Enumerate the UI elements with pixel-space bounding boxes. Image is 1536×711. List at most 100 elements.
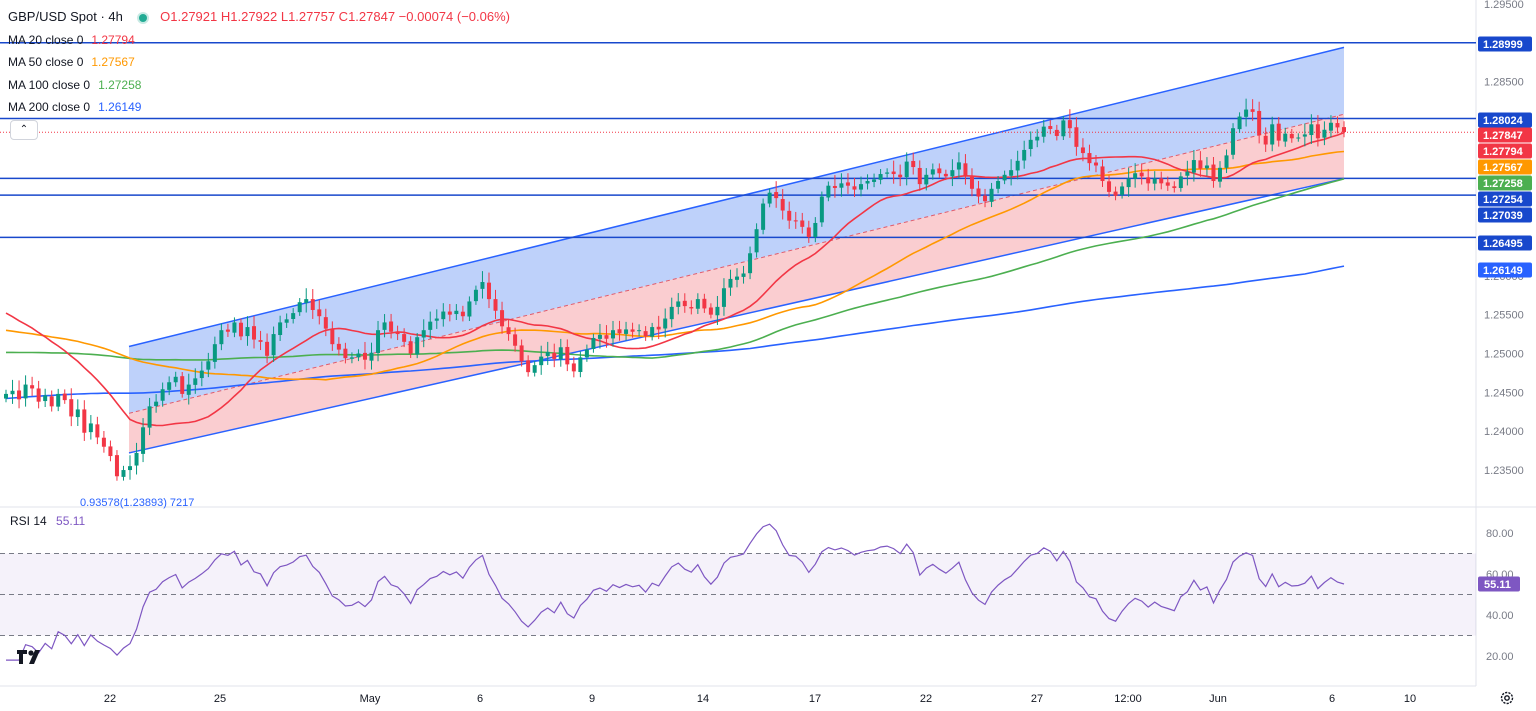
candle — [4, 389, 8, 403]
candle — [976, 180, 981, 204]
candle — [1165, 176, 1170, 191]
candle — [460, 305, 465, 322]
candle — [513, 327, 518, 352]
candle — [663, 308, 668, 338]
candle-body — [552, 352, 557, 359]
candle — [376, 320, 381, 362]
ma50-line — [5, 150, 1345, 381]
candle — [415, 332, 420, 359]
candle-body — [702, 298, 707, 309]
collapse-legend-button[interactable]: ⌃ — [10, 120, 38, 140]
candle-body — [917, 167, 922, 185]
candle — [859, 176, 864, 197]
price-label-text: 1.26149 — [1483, 265, 1523, 277]
candle — [310, 289, 315, 319]
candle-body — [473, 289, 478, 302]
candle-body — [454, 310, 459, 315]
candle — [219, 323, 224, 351]
candle — [421, 319, 426, 348]
price-label-text: 1.28999 — [1483, 39, 1523, 51]
candle — [787, 201, 792, 229]
candle-body — [1015, 160, 1020, 171]
price-label-level: 1.27254 — [1478, 191, 1532, 207]
candle-body — [780, 199, 785, 211]
price-label-text: 1.27254 — [1483, 194, 1524, 206]
price-label-last: 1.27847 — [1478, 127, 1532, 143]
candle-body — [715, 306, 720, 316]
candle-body — [160, 389, 165, 401]
x-tick-label: May — [360, 693, 381, 705]
price-label-text: 1.27567 — [1483, 162, 1523, 174]
channel-upper-fill — [129, 47, 1344, 414]
candle-body — [1191, 160, 1196, 173]
candle-body — [1093, 162, 1098, 166]
candle — [1315, 115, 1320, 147]
rsi-value: 55.11 — [56, 514, 86, 528]
candle — [1185, 160, 1190, 186]
candle — [682, 293, 687, 313]
symbol-title[interactable]: GBP/USD Spot · 4h — [8, 9, 123, 24]
ma20-legend[interactable]: MA 20 close 0 1.27794 — [8, 32, 135, 47]
candle — [539, 345, 544, 375]
candle-body — [1315, 124, 1320, 139]
candle — [382, 314, 387, 338]
candle — [1054, 124, 1059, 141]
candle — [88, 415, 93, 440]
candle — [630, 322, 635, 338]
candle-body — [265, 341, 270, 356]
candle-body — [330, 328, 335, 345]
candle — [1270, 116, 1275, 152]
candle-body — [395, 332, 400, 335]
candle-body — [826, 185, 831, 198]
tradingview-logo-icon[interactable] — [16, 648, 42, 666]
candle-body — [584, 349, 589, 358]
candle-body — [1126, 178, 1131, 188]
candle-body — [754, 229, 759, 253]
candle-body — [1054, 129, 1059, 136]
candle-body — [774, 192, 779, 199]
candle — [989, 182, 994, 208]
candle — [75, 399, 80, 427]
candle-body — [1067, 120, 1072, 129]
ma100-legend[interactable]: MA 100 close 0 1.27258 — [8, 77, 142, 92]
candle-body — [180, 376, 185, 394]
candle-body — [284, 319, 289, 323]
rsi-legend[interactable]: RSI 14 55.11 — [10, 514, 85, 528]
candle — [493, 289, 498, 319]
candle — [800, 212, 805, 234]
candle — [735, 268, 740, 288]
price-label-ma50: 1.27567 — [1478, 159, 1532, 175]
candle — [558, 338, 563, 367]
channel-lower-line — [128, 177, 1345, 454]
candle — [761, 198, 766, 235]
candle — [532, 360, 537, 377]
ma200-legend[interactable]: MA 200 close 0 1.26149 — [8, 100, 142, 114]
price-label-ma200: 1.26149 — [1478, 262, 1532, 278]
candle — [610, 320, 615, 347]
candle-body — [238, 322, 243, 337]
price-label-ma20: 1.27794 — [1478, 143, 1532, 159]
candle-body — [761, 203, 766, 230]
candle — [767, 188, 772, 208]
candle-body — [486, 282, 491, 300]
candle — [193, 368, 198, 394]
candle-body — [1041, 126, 1046, 137]
ma50-legend[interactable]: MA 50 close 0 1.27567 — [8, 55, 135, 69]
candle — [1309, 114, 1314, 144]
candle — [1107, 175, 1112, 198]
candle-body — [82, 409, 87, 433]
price-label-text: 1.27794 — [1483, 146, 1524, 158]
gear-icon[interactable] — [1498, 689, 1516, 707]
candle — [95, 416, 100, 445]
candle-body — [434, 318, 439, 321]
candle — [271, 326, 276, 362]
candle-body — [513, 334, 518, 346]
candle — [30, 376, 35, 396]
candle — [617, 320, 622, 341]
candle-body — [728, 278, 733, 288]
candle-body — [349, 357, 354, 359]
candle-body — [859, 184, 864, 190]
candle-body — [643, 331, 648, 337]
candle — [885, 168, 890, 178]
